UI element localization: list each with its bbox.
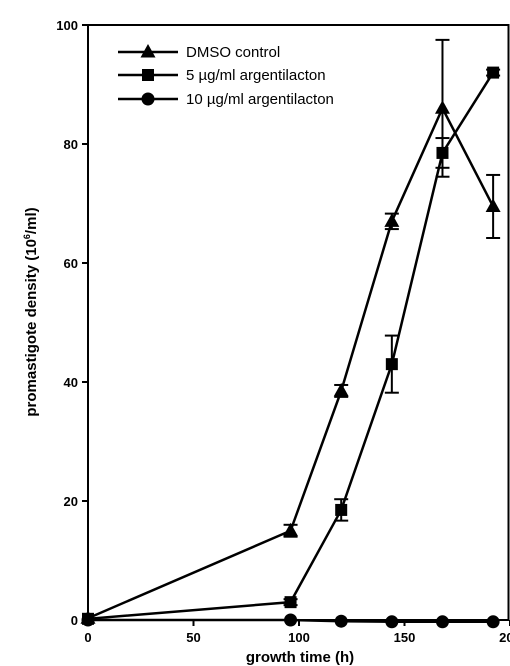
series-2 [81,613,500,629]
series-1-point-4 [436,146,449,159]
x-axis-title: growth time (h) [246,649,354,666]
series-2-point-1 [284,613,298,627]
series-0-point-1 [283,522,299,537]
x-tick-label-4: 200 [499,630,510,645]
series-1-point-3 [385,358,398,371]
y-axis-title-sup: 6 [22,234,32,239]
series-0-line [87,105,495,620]
series-0-point-3 [384,213,400,227]
x-tick-label-1: 50 [186,630,200,645]
series-2-point-5 [486,615,500,629]
series-2-point-0 [81,613,95,627]
x-tick-label-3: 150 [394,630,416,645]
series-layer [80,38,501,629]
series-2-line [88,618,494,624]
y-tick-label-0: 0 [71,613,78,628]
y-tick-label-5: 100 [56,18,78,33]
legend-marker-2 [141,92,155,106]
series-0 [80,38,501,624]
legend-label-1: 5 µg/ml argentilacton [186,67,326,84]
y-axis-title-main: promastigote density (10 [23,239,40,417]
series-1-point-2 [335,503,348,516]
y-tick-label-4: 80 [64,137,78,152]
x-tick-label-0: 0 [84,630,91,645]
legend-label-2: 10 µg/ml argentilacton [186,91,334,108]
series-2-point-3 [385,615,399,629]
y-tick-label-1: 20 [64,494,78,509]
series-0-point-2 [333,382,349,397]
legend-marker-1 [142,69,154,81]
x-tick-label-2: 100 [288,630,310,645]
y-tick-label-2: 40 [64,375,78,390]
series-2-point-2 [334,614,348,628]
legend-label-0: DMSO control [186,44,280,61]
y-tick-label-3: 60 [64,256,78,271]
series-1 [82,66,501,625]
legend: DMSO control 5 µg/ml argentilacton 10 µg/m… [118,44,334,108]
series-1-point-5 [487,66,500,79]
y-axis-title: promastigote density (106/ml) [22,207,40,416]
series-0-point-5 [485,198,501,212]
series-1-point-1 [284,596,297,609]
series-0-point-4 [434,100,450,114]
y-axis-title-end: /ml) [23,207,40,234]
series-1-line [87,71,495,621]
series-2-point-4 [435,615,449,629]
legend-marker-0 [140,44,156,58]
